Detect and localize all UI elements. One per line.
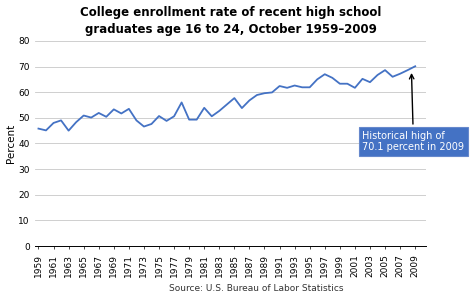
Text: Source: U.S. Bureau of Labor Statistics: Source: U.S. Bureau of Labor Statistics [169, 284, 343, 293]
Text: Historical high of
70.1 percent in 2009: Historical high of 70.1 percent in 2009 [363, 74, 465, 152]
Y-axis label: Percent: Percent [6, 124, 16, 163]
Title: College enrollment rate of recent high school
graduates age 16 to 24, October 19: College enrollment rate of recent high s… [80, 6, 381, 36]
